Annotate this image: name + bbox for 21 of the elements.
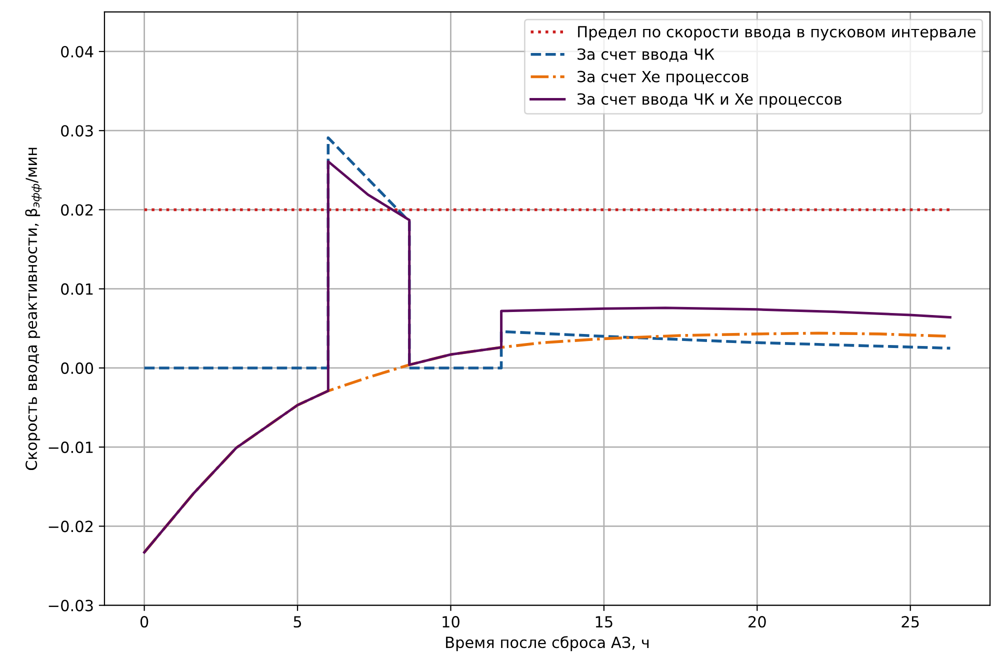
legend-label: За счет ввода ЧК [578,48,714,62]
y-tick-label: 0.03 [61,125,93,137]
y-tick-label: 0.00 [61,362,94,374]
y-axis-title: Скорость ввода реактивности, β$_{эфф}$/мин [25,148,42,470]
legend-label: За счет ввода ЧК и Xe процессов [578,93,842,108]
x-axis-title: Время после сброса АЗ, ч [446,636,649,652]
x-tick-label: 0 [140,616,148,628]
line-series [143,160,952,554]
x-tick-label: 20 [748,616,766,628]
y-tick-label: −0.02 [48,520,93,532]
legend-label: За счет Xe процессов [578,70,748,86]
y-tick-label: 0.02 [61,204,93,216]
x-tick-label: 25 [902,616,919,628]
y-tick-label: −0.01 [48,442,93,454]
y-tick-label: −0.03 [48,600,93,612]
legend-label: Предел по скорости ввода в пусковом интервале [578,26,976,40]
x-tick-label: 10 [442,616,460,628]
x-tick-label: 15 [596,616,612,628]
y-tick-label: 0.04 [61,46,94,58]
x-tick-label: 5 [294,616,302,628]
y-tick-label: 0.01 [61,283,93,295]
